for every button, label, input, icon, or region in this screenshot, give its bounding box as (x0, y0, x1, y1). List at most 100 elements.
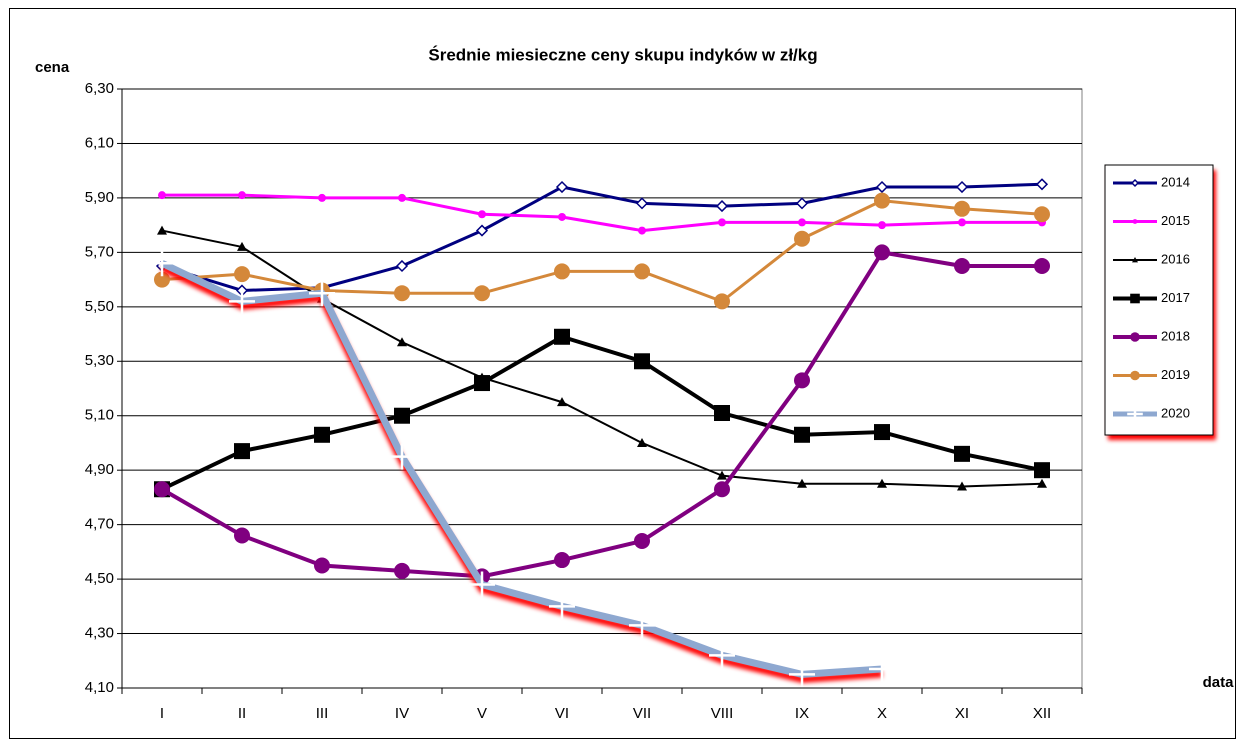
y-tick-label: 5,10 (85, 407, 114, 424)
marker (875, 180, 889, 194)
marker (475, 224, 489, 237)
marker (478, 210, 486, 219)
marker (474, 375, 490, 392)
x-tick-label: II (238, 705, 246, 722)
y-tick-label: 6,10 (85, 134, 114, 151)
y-tick-label: 5,90 (85, 189, 114, 206)
marker (554, 552, 570, 569)
marker (715, 200, 729, 213)
y-tick-label: 5,30 (85, 352, 114, 369)
marker (795, 197, 809, 210)
legend-label: 2018 (1161, 328, 1190, 343)
marker (954, 445, 970, 462)
marker (397, 337, 407, 347)
legend-label: 2019 (1161, 367, 1190, 382)
marker (714, 293, 730, 310)
marker (234, 527, 250, 544)
marker (1037, 478, 1047, 488)
legend-label: 2015 (1161, 213, 1190, 228)
marker (955, 180, 969, 194)
marker (877, 478, 887, 488)
series-line (160, 250, 1042, 579)
marker (469, 571, 495, 598)
marker (957, 481, 967, 491)
marker (394, 562, 410, 579)
y-tick-label: 4,30 (85, 625, 114, 642)
marker (1034, 206, 1050, 223)
y-tick-label: 6,30 (85, 80, 114, 97)
marker (629, 612, 655, 639)
marker (874, 424, 890, 441)
marker (554, 263, 570, 280)
marker (554, 328, 570, 345)
series-line (161, 229, 1043, 488)
marker (238, 191, 246, 200)
marker (234, 443, 250, 460)
series-line (160, 260, 883, 678)
marker (229, 288, 255, 315)
marker (234, 266, 250, 283)
marker (154, 271, 170, 288)
marker (558, 212, 566, 221)
marker (794, 426, 810, 443)
marker (874, 244, 890, 261)
y-tick-label: 4,70 (85, 516, 114, 533)
y-tick-label: 5,50 (85, 298, 114, 315)
plot-area (121, 88, 1083, 689)
marker (634, 353, 650, 370)
marker (1132, 257, 1138, 263)
x-tick-label: IV (395, 705, 409, 722)
x-axis-label: data (1203, 674, 1235, 691)
marker (474, 285, 490, 302)
marker (1035, 178, 1049, 191)
marker (555, 180, 569, 194)
x-tick-label: VII (633, 705, 651, 722)
marker (798, 218, 806, 227)
marker (709, 642, 735, 669)
legend-label: 2014 (1161, 174, 1190, 189)
marker (1034, 257, 1050, 274)
marker (637, 437, 647, 447)
x-tick-label: X (877, 705, 887, 722)
marker (794, 372, 810, 389)
marker (154, 481, 170, 498)
x-tick-label: V (477, 705, 487, 722)
x-tick-label: IX (795, 705, 809, 722)
marker (878, 221, 886, 230)
marker (158, 191, 166, 200)
marker (718, 218, 726, 227)
marker (557, 397, 567, 407)
marker (394, 285, 410, 302)
marker (954, 257, 970, 274)
marker (635, 197, 649, 210)
y-tick-label: 4,90 (85, 461, 114, 478)
marker (395, 259, 409, 273)
marker (394, 407, 410, 424)
chart-title: Średnie miesieczne ceny skupu indyków w … (428, 45, 817, 64)
marker (149, 250, 175, 277)
marker (318, 193, 326, 202)
marker (314, 557, 330, 574)
marker (1034, 462, 1050, 479)
x-tick-label: I (160, 705, 164, 722)
marker (714, 481, 730, 498)
marker (1132, 219, 1138, 224)
marker (237, 241, 247, 251)
marker (954, 200, 970, 217)
series-line (161, 334, 1043, 492)
marker (314, 426, 330, 443)
marker (389, 443, 415, 470)
marker (1130, 332, 1140, 342)
marker (549, 593, 575, 620)
marker (638, 226, 646, 235)
marker (958, 218, 966, 227)
y-tick-label: 4,50 (85, 570, 114, 587)
legend-label: 2020 (1161, 405, 1190, 420)
x-tick-label: VI (555, 705, 569, 722)
x-tick-label: VIII (711, 705, 734, 722)
x-tick-label: III (316, 705, 329, 722)
x-tick-label: XII (1033, 705, 1051, 722)
marker (794, 230, 810, 247)
marker (789, 661, 815, 688)
legend-label: 2016 (1161, 251, 1190, 266)
